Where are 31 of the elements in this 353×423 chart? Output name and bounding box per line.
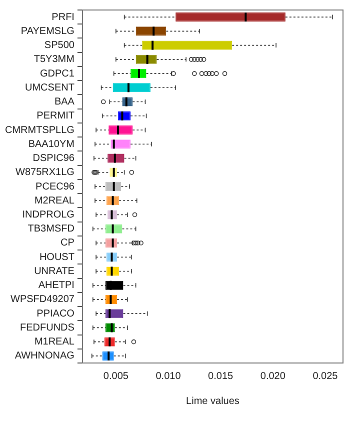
- y-tick-label: PCEC96: [36, 181, 75, 192]
- y-tick-label: PERMIT: [36, 110, 74, 122]
- y-tick-label: T5Y3MM: [34, 54, 74, 66]
- y-tick-label: W875RX1LG: [16, 167, 75, 178]
- y-tick-label: PAYEMSLG: [20, 26, 75, 37]
- y-tick-label: UMCSENT: [25, 82, 74, 94]
- y-tick-label: PRFI: [52, 12, 74, 23]
- y-tick-label: GDPC1: [40, 68, 75, 80]
- y-tick-label: AWHNONAG: [14, 350, 75, 362]
- y-tick-label: FEDFUNDS: [20, 322, 75, 334]
- y-tick-label: CP: [60, 238, 75, 249]
- y-tick-label: TB3MSFD: [28, 224, 74, 235]
- y-tick-label: SP500: [44, 40, 75, 52]
- y-tick-label: CMRMTSPLLG: [5, 124, 75, 136]
- x-tick-label: 0.005: [103, 370, 129, 382]
- y-tick-label: M1REAL: [34, 336, 75, 348]
- x-tick-label: 0.010: [156, 370, 182, 382]
- x-axis-title: Lime values: [186, 396, 240, 407]
- x-tick-label: 0.015: [208, 370, 234, 382]
- y-tick-label: INDPROLG: [22, 209, 75, 220]
- y-tick-label: BAA10YM: [28, 138, 74, 150]
- y-tick-label: WPSFD49207: [10, 294, 75, 306]
- y-tick-label: PPIACO: [36, 308, 75, 320]
- x-tick-label: 0.020: [260, 370, 286, 382]
- y-tick-label: UNRATE: [34, 266, 75, 277]
- y-tick-label: AHETPI: [38, 280, 74, 292]
- y-tick-label: HOUST: [39, 252, 74, 263]
- x-tick-label: 0.025: [312, 370, 338, 382]
- y-tick-label: BAA: [54, 96, 75, 108]
- y-tick-label: M2REAL: [34, 195, 75, 206]
- y-tick-label: DSPIC96: [32, 153, 75, 164]
